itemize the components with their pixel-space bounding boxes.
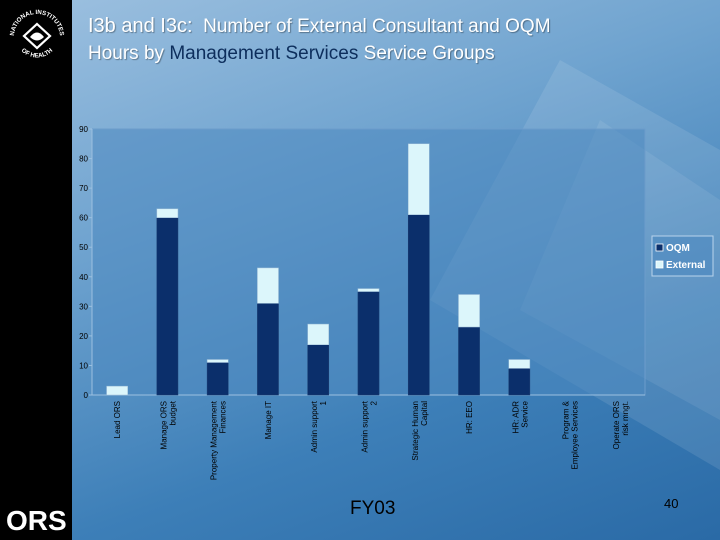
y-tick-label: 10 (79, 361, 88, 370)
x-tick-label: Manage IT (264, 401, 273, 439)
x-tick-text: Admin support2 (361, 400, 379, 452)
footer-label: FY03 (350, 498, 396, 519)
x-tick-text: Property ManagementFinances (210, 400, 228, 480)
x-tick-label: Lead ORS (113, 401, 122, 438)
bar-external (508, 359, 531, 369)
bars (106, 143, 531, 396)
x-tick-line: HR: ADR (511, 401, 520, 434)
x-tick-line: Capital (420, 401, 429, 426)
x-tick-line: risk mngt. (621, 401, 630, 436)
x-tick-line: Property Management (210, 400, 219, 480)
y-tick-label: 0 (84, 391, 89, 400)
bar-external (357, 288, 380, 292)
x-tick-line: Service (520, 400, 529, 427)
x-tick-line: 2 (370, 400, 379, 405)
bar-external (156, 208, 179, 218)
bar-oqm (206, 362, 229, 396)
bar-oqm (257, 303, 279, 396)
bar-oqm (407, 214, 430, 396)
x-tick-line: budget (168, 400, 177, 425)
legend-swatch (655, 260, 664, 269)
legend-label: External (666, 260, 706, 271)
x-tick-text: HR: EEO (465, 401, 474, 434)
bar-external (206, 359, 229, 363)
y-tick-label: 50 (79, 243, 88, 252)
bar-external (106, 385, 128, 396)
x-tick-text: Admin support1 (310, 400, 328, 452)
title-part3: Service Groups (363, 43, 495, 64)
x-tick-line: Admin support (361, 400, 370, 452)
x-tick-label: Admin support1 (310, 400, 328, 452)
x-tick-label: Manage ORSbudget (159, 400, 177, 449)
x-tick-text: Operate ORSrisk mngt. (612, 401, 630, 449)
y-tick-label: 70 (79, 184, 88, 193)
ors-logo: ORS (6, 505, 66, 536)
legend-box (651, 235, 714, 277)
x-tick-label: HR: EEO (465, 401, 474, 434)
y-tick-label: 60 (79, 214, 88, 223)
title-part1: Number of External Consultant and OQM (203, 16, 551, 37)
x-tick-label: HR: ADRService (511, 400, 529, 433)
bar-external (458, 294, 480, 328)
x-tick-line: Lead ORS (113, 401, 122, 438)
x-tick-text: Strategic HumanCapital (411, 401, 429, 461)
x-tick-text: Lead ORS (113, 401, 122, 438)
title-highlight: Management Services (169, 43, 359, 64)
bar-oqm (156, 217, 179, 396)
bar-external (307, 323, 330, 346)
slide-title: I3b and I3c: Number of External Consulta… (88, 13, 708, 67)
bar-oqm (357, 291, 380, 396)
bar-oqm (508, 368, 531, 396)
legend-swatch (655, 243, 664, 252)
y-tick-label: 40 (79, 273, 88, 282)
x-tick-label: Program &Employee Services (562, 400, 580, 469)
y-tick-label: 20 (79, 332, 88, 341)
title-prefix: I3b and I3c: (88, 15, 193, 37)
y-tick-label: 90 (79, 125, 88, 134)
x-tick-line: Strategic Human (411, 401, 420, 461)
x-tick-line: Finances (219, 401, 228, 433)
x-tick-line: Admin support (310, 400, 319, 452)
y-tick-label: 80 (79, 155, 88, 164)
x-tick-line: HR: EEO (465, 401, 474, 434)
sidebar (0, 0, 72, 540)
nih-logo: NATIONAL INSTITUTES OF HEALTH (9, 9, 65, 60)
x-tick-label: Operate ORSrisk mngt. (612, 401, 630, 449)
x-tick-text: HR: ADRService (511, 400, 529, 433)
x-tick-label: Strategic HumanCapital (411, 401, 429, 461)
x-axis-labels: Lead ORS Manage ORSbudget Property Managem… (113, 400, 630, 480)
title-part2: Hours by (88, 43, 165, 64)
title-line-1: I3b and I3c: Number of External Consulta… (88, 13, 708, 40)
x-tick-line: 1 (319, 400, 328, 405)
y-tick-label: 30 (79, 302, 88, 311)
x-tick-label: Property ManagementFinances (210, 400, 228, 480)
ors-logo-text: ORS (6, 505, 66, 536)
legend-label: OQM (666, 243, 690, 254)
x-tick-text: Manage ORSbudget (159, 400, 177, 449)
x-tick-text: Program &Employee Services (562, 400, 580, 469)
legend: OQM External (651, 235, 714, 277)
x-tick-line: Employee Services (571, 401, 580, 469)
nih-emblem-icon (22, 22, 52, 50)
x-tick-line: Operate ORS (612, 401, 621, 449)
bar-external (257, 267, 279, 304)
page-number: 40 (664, 496, 679, 511)
x-tick-text: Manage IT (264, 401, 273, 439)
x-tick-label: Admin support2 (361, 400, 379, 452)
title-line-2: Hours by Management Services Service Gro… (88, 40, 708, 67)
x-tick-line: Program & (562, 400, 571, 439)
bar-oqm (307, 344, 330, 396)
x-tick-line: Manage ORS (159, 401, 168, 449)
x-tick-line: Manage IT (264, 401, 273, 439)
bar-oqm (458, 326, 480, 396)
bar-external (407, 143, 430, 215)
